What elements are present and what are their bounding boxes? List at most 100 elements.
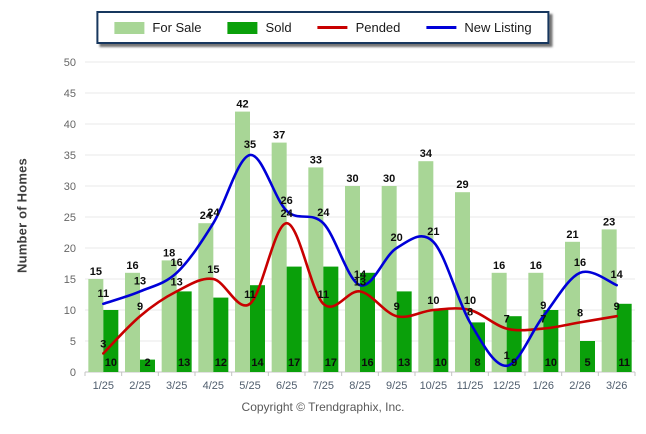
new-listing-value-label: 21 xyxy=(427,226,439,238)
new-listing-value-label: 11 xyxy=(98,288,110,300)
for-sale-value-label: 18 xyxy=(163,247,175,259)
x-tick-label: 6/25 xyxy=(276,380,297,392)
for-sale-bar[interactable] xyxy=(528,272,544,372)
y-tick-label: 20 xyxy=(64,243,76,255)
pended-value-label: 7 xyxy=(504,314,510,326)
x-tick-label: 4/25 xyxy=(203,380,224,392)
for-sale-value-label: 42 xyxy=(236,99,248,111)
legend-item-new-listing[interactable]: New Listing xyxy=(426,20,532,35)
for-sale-value-label: 33 xyxy=(310,154,322,166)
y-tick-label: 10 xyxy=(64,305,76,317)
pended-value-label: 13 xyxy=(171,276,183,288)
y-tick-label: 40 xyxy=(64,119,76,131)
y-tick-label: 0 xyxy=(70,367,76,379)
legend-label-pended: Pended xyxy=(355,20,401,35)
sold-bar[interactable] xyxy=(103,310,119,372)
for-sale-bar[interactable] xyxy=(271,142,287,372)
legend-item-sold[interactable]: Sold xyxy=(227,20,292,35)
for-sale-bar[interactable] xyxy=(198,223,214,372)
for-sale-value-label: 30 xyxy=(383,173,395,185)
sold-bar[interactable] xyxy=(140,359,155,372)
pended-line[interactable] xyxy=(102,221,618,355)
legend-item-pended[interactable]: Pended xyxy=(317,20,401,35)
for-sale-bar[interactable] xyxy=(418,161,434,372)
new-listing-value-label: 24 xyxy=(317,207,330,219)
new-listing-value-label: 9 xyxy=(540,300,546,312)
sold-value-label: 10 xyxy=(435,357,447,369)
sold-value-label: 10 xyxy=(105,357,117,369)
new-listing-value-label: 35 xyxy=(244,139,256,151)
new-listing-value-label: 16 xyxy=(574,257,586,269)
sold-bar[interactable] xyxy=(396,291,412,372)
y-tick-label: 45 xyxy=(64,88,76,100)
new-listing-value-label: 14 xyxy=(611,269,624,281)
y-tick-label: 50 xyxy=(64,57,76,69)
legend-item-for-sale[interactable]: For Sale xyxy=(114,20,202,35)
for-sale-bar[interactable] xyxy=(455,192,470,372)
pended-value-label: 10 xyxy=(464,295,476,307)
y-tick-label: 35 xyxy=(64,150,76,162)
x-tick-label: 3/25 xyxy=(166,380,187,392)
x-tick-label: 3/26 xyxy=(606,380,627,392)
x-tick-label: 9/25 xyxy=(386,380,407,392)
pended-value-label: 15 xyxy=(207,264,219,276)
sold-value-label: 12 xyxy=(215,357,227,369)
for-sale-swatch-icon xyxy=(114,21,145,34)
sold-bar[interactable] xyxy=(470,322,485,372)
pended-value-label: 9 xyxy=(137,301,143,313)
sold-bar[interactable] xyxy=(433,310,449,372)
x-tick-label: 8/25 xyxy=(349,380,370,392)
for-sale-value-label: 30 xyxy=(346,173,358,185)
sold-value-label: 2 xyxy=(144,357,150,369)
for-sale-value-label: 16 xyxy=(493,260,505,272)
sold-value-label: 8 xyxy=(474,357,480,369)
for-sale-bar[interactable] xyxy=(308,167,324,372)
for-sale-value-label: 23 xyxy=(603,216,615,228)
new-listing-line[interactable] xyxy=(102,153,618,368)
for-sale-value-label: 15 xyxy=(90,266,102,278)
new-listing-value-label: 20 xyxy=(391,232,403,244)
for-sale-bar[interactable] xyxy=(235,111,250,372)
sold-bar[interactable] xyxy=(323,266,339,372)
sold-value-label: 16 xyxy=(361,357,373,369)
y-tick-label: 5 xyxy=(70,336,76,348)
x-tick-label: 7/25 xyxy=(313,380,334,392)
for-sale-bar[interactable] xyxy=(88,279,104,372)
y-axis-title: Number of Homes xyxy=(14,158,30,273)
for-sale-bar[interactable] xyxy=(161,260,177,372)
sold-value-label: 17 xyxy=(288,357,300,369)
sold-bar[interactable] xyxy=(213,297,229,372)
new-listing-value-label: 24 xyxy=(207,207,220,219)
pended-value-label: 13 xyxy=(354,276,366,288)
chart-legend: For Sale Sold Pended New Listing xyxy=(96,11,550,44)
pended-value-label: 11 xyxy=(244,289,256,301)
sold-bar[interactable] xyxy=(176,291,192,372)
new-listing-value-label: 1 xyxy=(504,350,510,362)
legend-label-for-sale: For Sale xyxy=(152,20,202,35)
for-sale-bar[interactable] xyxy=(601,229,617,372)
new-listing-value-label: 8 xyxy=(467,306,473,318)
for-sale-bar[interactable] xyxy=(491,272,507,372)
pended-value-label: 10 xyxy=(427,295,439,307)
sold-bar[interactable] xyxy=(580,341,595,372)
x-tick-label: 12/25 xyxy=(493,380,521,392)
y-tick-label: 15 xyxy=(64,274,76,286)
x-tick-label: 11/25 xyxy=(457,380,484,392)
sold-value-label: 5 xyxy=(584,357,590,369)
sold-bar[interactable] xyxy=(616,303,632,372)
sold-bar[interactable] xyxy=(250,285,265,372)
for-sale-value-label: 16 xyxy=(530,260,542,272)
footer-copyright: Copyright © Trendgraphix, Inc. xyxy=(241,400,405,414)
y-tick-label: 30 xyxy=(64,181,76,193)
new-listing-value-label: 26 xyxy=(281,195,293,207)
sold-value-label: 13 xyxy=(398,357,410,369)
for-sale-bar[interactable] xyxy=(381,186,397,372)
sold-bar[interactable] xyxy=(286,266,302,372)
sold-value-label: 17 xyxy=(325,357,337,369)
sold-value-label: 13 xyxy=(178,357,190,369)
x-tick-label: 5/25 xyxy=(239,380,260,392)
sold-value-label: 14 xyxy=(251,357,264,369)
sold-bar[interactable] xyxy=(543,310,559,372)
for-sale-value-label: 21 xyxy=(566,229,578,241)
